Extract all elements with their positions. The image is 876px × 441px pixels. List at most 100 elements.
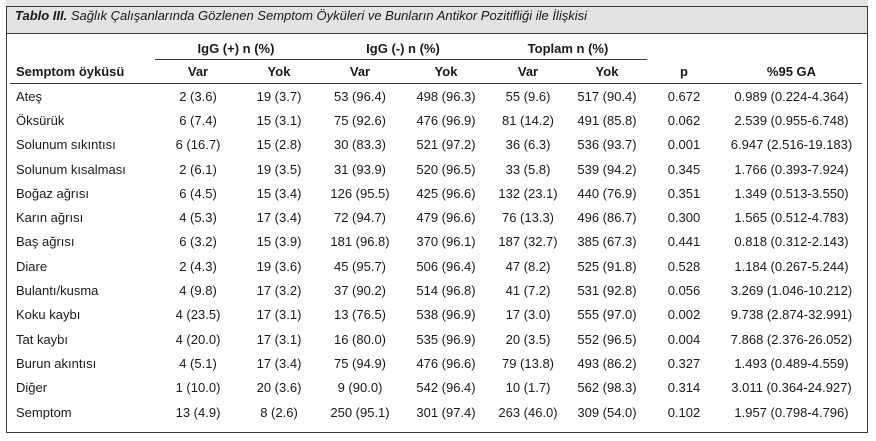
- igg-neg-var-cell: 16 (80.0): [333, 331, 387, 347]
- p-value-cell: 0.345: [667, 161, 701, 177]
- igg-pos-var-cell: 2 (4.3): [179, 258, 217, 274]
- total-var-cell: 10 (1.7): [505, 380, 551, 396]
- total-var-cell: 55 (9.6): [505, 88, 551, 104]
- header-column-row: Semptom öyküsü Var Yok Var Yok Var Yok p…: [10, 59, 862, 84]
- table-row: Solunum kısalması 2 (6.1) 19 (3.5) 31 (93.9…: [10, 157, 862, 181]
- total-yok-cell: 536 (93.7): [577, 137, 637, 153]
- ci-cell: 1.349 (0.513-3.550): [734, 185, 849, 201]
- table-row: Ateş 2 (3.6) 19 (3.7) 53 (96.4) 498 (96.3) 55…: [10, 84, 862, 109]
- total-var-cell: 20 (3.5): [505, 331, 551, 347]
- igg-pos-var-cell: 2 (3.6): [179, 88, 217, 104]
- symptom-cell: Baş ağrısı: [16, 234, 75, 250]
- p-value-cell: 0.056: [667, 283, 701, 299]
- total-yok-cell: 309 (54.0): [577, 404, 637, 420]
- symptom-cell: Ateş: [16, 88, 43, 104]
- igg-neg-yok-cell: 479 (96.6): [416, 210, 476, 226]
- table-row: Karın ağrısı 4 (5.3) 17 (3.4) 72 (94.7) 479 …: [10, 205, 862, 229]
- p-value-cell: 0.441: [667, 234, 701, 250]
- igg-pos-yok-cell: 8 (2.6): [260, 404, 298, 420]
- header-igg-positive: IgG (+) n (%): [155, 37, 317, 60]
- igg-pos-var-cell: 6 (7.4): [179, 112, 217, 128]
- symptom-cell: Burun akıntısı: [16, 355, 97, 371]
- total-yok-cell: 555 (97.0): [577, 307, 637, 323]
- total-var-cell: 36 (6.3): [505, 137, 551, 153]
- total-yok-cell: 539 (94.2): [577, 161, 637, 177]
- igg-neg-yok-cell: 476 (96.9): [416, 112, 476, 128]
- ci-cell: 0.989 (0.224-4.364): [734, 88, 849, 104]
- total-yok-cell: 562 (98.3): [577, 380, 637, 396]
- header-igg-negative: IgG (-) n (%): [317, 37, 489, 60]
- igg-pos-var-cell: 6 (16.7): [175, 137, 221, 153]
- igg-neg-var-cell: 9 (90.0): [337, 380, 383, 396]
- total-var-cell: 17 (3.0): [505, 307, 551, 323]
- igg-pos-yok-cell: 17 (3.1): [256, 331, 302, 347]
- igg-pos-var-cell: 6 (4.5): [179, 185, 217, 201]
- igg-neg-yok-cell: 520 (96.5): [416, 161, 476, 177]
- igg-pos-yok-cell: 19 (3.6): [256, 258, 302, 274]
- table-caption: Tablo III. Sağlık Çalışanlarında Gözlene…: [15, 8, 587, 23]
- p-value-cell: 0.528: [667, 258, 701, 274]
- ci-cell: 3.011 (0.364-24.927): [731, 380, 852, 396]
- ci-cell: 9.738 (2.874-32.991): [730, 307, 853, 323]
- igg-neg-yok-cell: 425 (96.6): [416, 185, 476, 201]
- header-yok-1: Yok: [241, 59, 317, 84]
- igg-neg-var-cell: 31 (93.9): [333, 161, 387, 177]
- header-ci: %95 GA: [721, 59, 862, 84]
- igg-neg-var-cell: 30 (83.3): [333, 137, 387, 153]
- total-yok-cell: 385 (67.3): [577, 234, 637, 250]
- table-row: Diğer 1 (10.0) 20 (3.6) 9 (90.0) 542 (96.4) 1…: [10, 376, 862, 400]
- igg-pos-var-cell: 1 (10.0): [175, 380, 221, 396]
- header-var-2: Var: [317, 59, 403, 84]
- p-value-cell: 0.002: [667, 307, 701, 323]
- header-yok-3: Yok: [567, 59, 647, 84]
- igg-pos-yok-cell: 17 (3.4): [256, 210, 302, 226]
- symptom-cell: Tat kaybı: [16, 331, 69, 347]
- ci-cell: 0.818 (0.312-2.143): [734, 234, 849, 250]
- header-empty: [10, 37, 155, 60]
- header-empty-ci: [721, 37, 862, 60]
- ci-cell: 2.539 (0.955-6.748): [734, 112, 849, 128]
- igg-pos-var-cell: 2 (6.1): [179, 161, 217, 177]
- igg-neg-yok-cell: 476 (96.6): [416, 355, 476, 371]
- total-yok-cell: 491 (85.8): [577, 112, 637, 128]
- igg-neg-yok-cell: 521 (97.2): [416, 137, 476, 153]
- igg-pos-var-cell: 13 (4.9): [175, 404, 221, 420]
- igg-neg-yok-cell: 542 (96.4): [416, 380, 476, 396]
- table-row: Tat kaybı 4 (20.0) 17 (3.1) 16 (80.0) 535 (9…: [10, 327, 862, 351]
- p-value-cell: 0.672: [667, 88, 701, 104]
- total-yok-cell: 552 (96.5): [577, 331, 637, 347]
- total-var-cell: 33 (5.8): [505, 161, 551, 177]
- igg-pos-yok-cell: 15 (2.8): [256, 137, 302, 153]
- table-caption-bar: Tablo III. Sağlık Çalışanlarında Gözlene…: [6, 0, 868, 34]
- p-value-cell: 0.004: [667, 331, 701, 347]
- table-row: Boğaz ağrısı 6 (4.5) 15 (3.4) 126 (95.5) 425…: [10, 181, 862, 205]
- total-yok-cell: 517 (90.4): [577, 88, 637, 104]
- total-var-cell: 81 (14.2): [501, 112, 555, 128]
- p-value-cell: 0.102: [667, 404, 701, 420]
- igg-neg-var-cell: 75 (92.6): [333, 112, 387, 128]
- symptom-cell: Boğaz ağrısı: [16, 185, 89, 201]
- symptom-cell: Solunum kısalması: [16, 161, 126, 177]
- header-total: Toplam n (%): [489, 37, 647, 60]
- header-symptom: Semptom öyküsü: [10, 59, 155, 84]
- table-frame: [6, 6, 868, 433]
- total-yok-cell: 525 (91.8): [577, 258, 637, 274]
- p-value-cell: 0.062: [667, 112, 701, 128]
- igg-neg-yok-cell: 301 (97.4): [416, 404, 476, 420]
- table-caption-title: Sağlık Çalışanlarında Gözlenen Semptom Ö…: [67, 8, 587, 23]
- table-row: Baş ağrısı 6 (3.2) 15 (3.9) 181 (96.8) 370 (…: [10, 230, 862, 254]
- symptom-table: IgG (+) n (%) IgG (-) n (%) Toplam n (%)…: [10, 37, 862, 424]
- total-var-cell: 41 (7.2): [505, 283, 551, 299]
- total-yok-cell: 493 (86.2): [577, 355, 637, 371]
- table-row: Koku kaybı 4 (23.5) 17 (3.1) 13 (76.5) 538 (…: [10, 303, 862, 327]
- symptom-cell: Karın ağrısı: [16, 210, 84, 226]
- p-value-cell: 0.314: [667, 380, 701, 396]
- igg-neg-var-cell: 250 (95.1): [330, 404, 390, 420]
- igg-neg-var-cell: 45 (95.7): [333, 258, 387, 274]
- p-value-cell: 0.327: [667, 355, 701, 371]
- table-row: Burun akıntısı 4 (5.1) 17 (3.4) 75 (94.9) 47…: [10, 351, 862, 375]
- table-body: Ateş 2 (3.6) 19 (3.7) 53 (96.4) 498 (96.3) 55…: [10, 84, 862, 425]
- ci-cell: 1.957 (0.798-4.796): [734, 404, 849, 420]
- igg-pos-var-cell: 4 (9.8): [179, 283, 217, 299]
- igg-neg-var-cell: 126 (95.5): [330, 185, 390, 201]
